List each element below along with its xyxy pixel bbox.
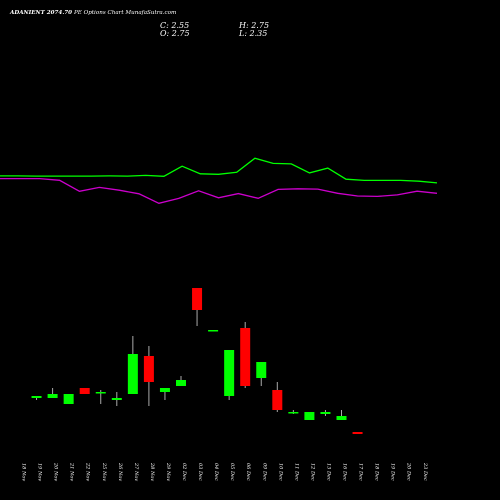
x-tick-label: 06 Dec — [245, 463, 251, 481]
x-tick-label: 28 Nov — [149, 462, 155, 481]
x-tick-label: 10 Dec — [277, 463, 283, 481]
candle-body — [95, 392, 106, 394]
x-tick-label: 27 Nov — [133, 462, 139, 481]
x-tick-label: 04 Dec — [213, 463, 219, 481]
chart-title-source: PE Options Chart MunafaSutra.com — [74, 10, 177, 16]
candle-body — [143, 356, 154, 382]
x-tick-label: 22 Nov — [85, 462, 91, 481]
candle-body — [176, 380, 186, 386]
x-tick-label: 16 Dec — [342, 463, 348, 481]
candle-body — [272, 390, 283, 410]
candle-body — [304, 412, 315, 420]
candle-body — [111, 398, 122, 400]
x-tick-label: 11 Dec — [293, 463, 299, 481]
candle-body — [224, 350, 235, 396]
candle-body — [240, 328, 251, 386]
x-tick-label: 12 Dec — [309, 463, 315, 481]
candles — [31, 288, 363, 434]
chart-title: ADANIENT 2074.70 PE Options Chart Munafa… — [10, 10, 176, 16]
candle-body — [79, 388, 90, 394]
x-tick-label: 29 Nov — [165, 462, 171, 481]
x-tick-label: 20 Dec — [406, 462, 412, 481]
indicator-lines — [0, 157, 438, 204]
x-tick-label: 09 Dec — [261, 463, 267, 481]
low-value: L: 2.35 — [239, 29, 268, 38]
x-tick-label: 17 Dec — [358, 463, 364, 481]
candle-body — [336, 416, 347, 420]
high-value: H: 2.75 — [239, 21, 270, 30]
x-tick-label: 25 Nov — [101, 462, 107, 481]
x-tick-label: 18 Dec — [374, 463, 380, 481]
candle-body — [192, 288, 203, 310]
x-tick-label: 05 Dec — [229, 463, 235, 481]
x-axis-labels: 18 Nov 19 Nov 20 Nov 21 Nov 22 Nov 25 Nov 26 N… — [21, 462, 428, 481]
candle-body — [31, 396, 42, 398]
x-tick-label: 13 Dec — [325, 463, 331, 481]
lower-indicator-line — [0, 177, 438, 204]
candle-body — [159, 388, 170, 392]
candle-body — [320, 412, 331, 414]
candle-body — [352, 432, 363, 434]
x-tick-label: 19 Dec — [390, 463, 396, 481]
x-tick-label: 19 Nov — [37, 463, 43, 481]
upper-indicator-line — [0, 157, 438, 184]
x-tick-label: 03 Dec — [197, 463, 203, 481]
x-tick-label: 02 Dec — [181, 463, 187, 481]
candle-body — [208, 330, 219, 332]
x-tick-label: 26 Nov — [117, 462, 123, 481]
candle-body — [47, 394, 58, 398]
candle-body — [127, 354, 138, 394]
x-tick-label: 20 Nov — [53, 462, 59, 481]
open-value: O: 2.75 — [160, 29, 190, 38]
close-value: C: 2.55 — [160, 21, 190, 30]
x-tick-label: 23 Dec — [422, 462, 428, 481]
x-tick-label: 18 Nov — [21, 463, 27, 481]
candle-body — [288, 412, 299, 414]
candle-body — [63, 394, 74, 404]
candle-body — [256, 362, 267, 378]
chart-title-symbol: ADANIENT 2074.70 — [10, 10, 73, 16]
x-tick-label: 21 Nov — [69, 462, 75, 481]
